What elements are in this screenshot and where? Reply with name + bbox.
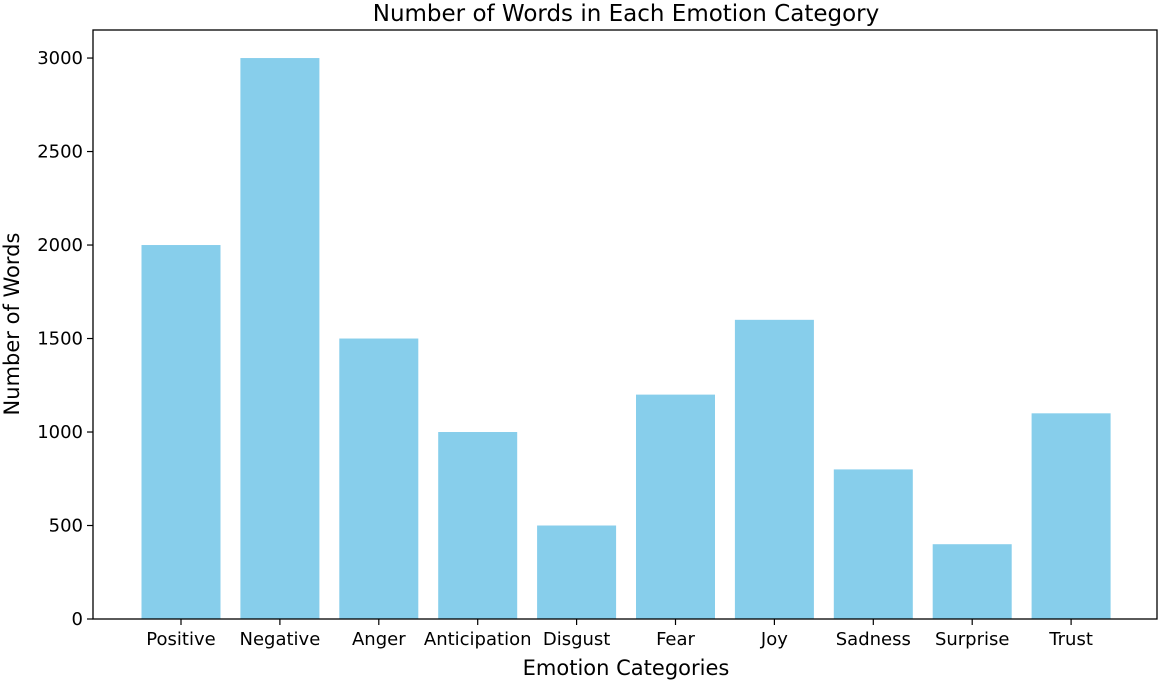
bar-positive [141,245,221,620]
y-tick-label: 1000 [37,422,83,443]
bar-sadness [833,469,913,619]
y-tick-label: 2500 [37,142,83,163]
bar-joy [734,319,814,619]
y-tick-label: 0 [72,609,83,630]
x-tick-label: Joy [760,629,788,650]
x-tick-label: Positive [146,629,215,650]
y-tick-label: 3000 [37,48,83,69]
bar-disgust [537,525,617,619]
x-tick-label: Disgust [543,629,611,650]
y-tick-label: 500 [49,516,83,537]
bar-fear [636,394,715,619]
x-tick-label: Sadness [836,629,911,650]
x-tick-label: Surprise [935,629,1010,650]
x-tick-label: Anticipation [424,629,532,650]
bar-anger [339,338,419,619]
x-tick-label: Anger [352,629,406,650]
bar-negative [240,58,320,620]
chart-title: Number of Words in Each Emotion Category [373,1,879,27]
x-axis: Positive Negative Anger Anticipation Disgust… [146,619,1093,650]
x-tick-label: Fear [656,629,695,650]
plot-frame [92,29,1158,620]
y-tick-label: 1500 [37,329,83,350]
x-tick-label: Trust [1048,629,1093,650]
bar-anticipation [438,432,518,619]
y-axis: 0 500 1000 1500 2000 2500 3000 [37,48,93,630]
plot-area [141,58,1111,620]
bar-surprise [932,544,1012,619]
x-tick-label: Negative [240,629,321,650]
y-tick-label: 2000 [37,235,83,256]
y-axis-title: Number of Words [0,233,24,416]
bar-trust [1031,413,1111,619]
x-axis-title: Emotion Categories [523,656,730,680]
